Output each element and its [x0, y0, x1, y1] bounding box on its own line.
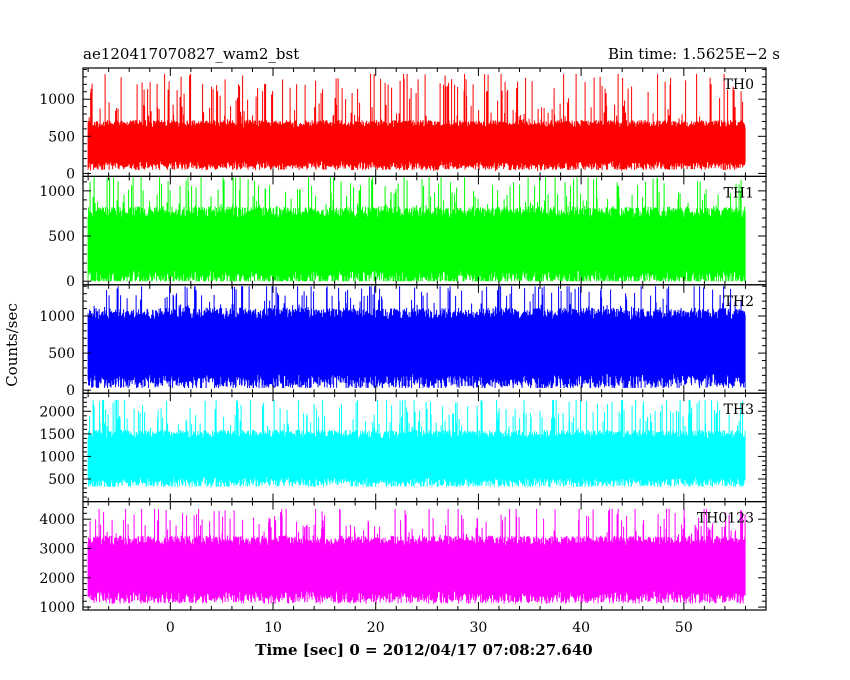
panel-th1: 0 500 1000 TH1 — [39, 175, 767, 290]
x-tick-label: 40 — [572, 620, 590, 636]
y-tick-label: 500 — [48, 129, 75, 145]
panel-th0: 0 500 1000 TH0 — [39, 67, 767, 182]
series-th0 — [87, 73, 746, 172]
panel-th2: 0 500 1000 TH2 — [39, 284, 767, 399]
panel-label-th1: TH1 — [724, 185, 754, 201]
x-tick-label: 30 — [470, 620, 488, 636]
y-tick-label: 0 — [66, 166, 75, 182]
y-tick-label: 1000 — [39, 184, 75, 200]
series-th3 — [87, 400, 746, 487]
panel-label-th3: TH3 — [724, 402, 754, 418]
series-th2 — [87, 286, 746, 388]
panel-label-th0: TH0 — [724, 77, 754, 93]
x-tick-label: 50 — [675, 620, 693, 636]
panel-label-th0123: TH0123 — [697, 511, 754, 527]
y-tick-label: 500 — [48, 346, 75, 362]
chart-title: ae120417070827_wam2_bst — [83, 45, 299, 63]
x-tick-label: 0 — [166, 620, 175, 636]
x-tick-label: 20 — [367, 620, 385, 636]
y-tick-label: 3000 — [39, 541, 75, 557]
y-tick-label: 1000 — [39, 92, 75, 108]
bin-time-label: Bin time: 1.5625E−2 s — [608, 45, 780, 63]
y-tick-label: 1500 — [39, 427, 75, 443]
panel-frame — [82, 501, 767, 611]
panel-th0123: 1000 2000 3000 4000 TH0123 — [39, 501, 767, 616]
panel-label-th2: TH2 — [724, 294, 754, 310]
panel-th3: 500 1000 1500 2000 TH3 — [39, 392, 767, 503]
panels-group: 0 500 1000 TH0 0 500 1000 TH1 0 500 1000 TH2 500 1000… — [39, 67, 767, 616]
series-th0123 — [87, 508, 746, 604]
y-tick-label: 1000 — [39, 449, 75, 465]
y-tick-label: 500 — [48, 472, 75, 488]
y-tick-label: 1000 — [39, 309, 75, 325]
series-th1 — [87, 177, 746, 282]
y-tick-label: 500 — [48, 229, 75, 245]
y-tick-label: 1000 — [39, 600, 75, 616]
y-tick-label: 2000 — [39, 571, 75, 587]
y-tick-label: 0 — [66, 383, 75, 399]
y-tick-label: 0 — [66, 274, 75, 290]
y-axis-label: Counts/sec — [3, 303, 21, 387]
y-tick-label: 2000 — [39, 404, 75, 420]
x-tick-label: 10 — [264, 620, 282, 636]
y-tick-label: 4000 — [39, 512, 75, 528]
x-tick-labels: 0 10 20 30 40 50 — [166, 620, 693, 636]
x-axis-label: Time [sec] 0 = 2012/04/17 07:08:27.640 — [255, 641, 592, 659]
